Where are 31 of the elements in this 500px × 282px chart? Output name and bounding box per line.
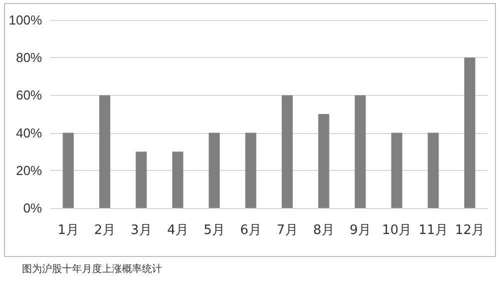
y-tick-label: 20% bbox=[16, 162, 42, 178]
x-tick-label: 8月 bbox=[313, 223, 334, 238]
y-tick-label: 60% bbox=[16, 88, 42, 103]
bar bbox=[136, 152, 147, 208]
bar bbox=[464, 58, 476, 208]
bar bbox=[245, 132, 256, 208]
x-tick-label: 11月 bbox=[418, 223, 448, 238]
x-tick-label: 9月 bbox=[350, 223, 371, 238]
bar bbox=[208, 132, 220, 208]
x-tick-label: 4月 bbox=[167, 223, 188, 238]
bar bbox=[62, 132, 74, 208]
x-tick-label: 12月 bbox=[454, 223, 485, 238]
text: 图为沪股十年月度上涨概率统计 bbox=[22, 262, 162, 276]
bar bbox=[391, 132, 402, 208]
x-tick-label: 10月 bbox=[382, 223, 412, 238]
x-tick-label: 5月 bbox=[204, 223, 225, 238]
bar bbox=[318, 114, 330, 208]
y-tick-label: 40% bbox=[16, 125, 42, 140]
x-tick-label: 1月 bbox=[58, 223, 79, 238]
x-tick-label: 3月 bbox=[130, 223, 152, 238]
x-tick-label: 7月 bbox=[276, 223, 298, 238]
x-tick-label: 6月 bbox=[240, 223, 262, 238]
bar bbox=[354, 95, 366, 208]
bar bbox=[172, 152, 184, 208]
bar bbox=[282, 95, 293, 208]
y-tick-label: 0% bbox=[23, 200, 42, 216]
bar bbox=[428, 132, 439, 208]
y-tick-label: 100% bbox=[8, 12, 42, 28]
y-tick-label: 80% bbox=[16, 50, 42, 66]
bar bbox=[99, 95, 110, 208]
x-tick-label: 2月 bbox=[94, 223, 116, 238]
